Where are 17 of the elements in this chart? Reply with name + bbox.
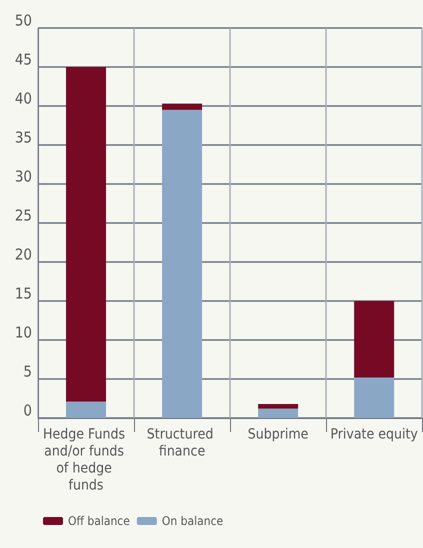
y-tick-label: 30 [14, 168, 32, 186]
legend-label: On balance [162, 514, 224, 528]
x-tick-label: Structured finance [146, 426, 218, 460]
y-tick-label: 10 [14, 324, 32, 342]
x-tick-label: Private equity [330, 426, 418, 442]
y-tick-label: 45 [14, 50, 32, 68]
y-tick-label: 40 [14, 90, 32, 108]
y-tick-label: 20 [14, 246, 32, 264]
x-tick-label: Hedge Funds and/or funds of hedge funds [43, 426, 130, 494]
y-tick-label: 5 [23, 362, 32, 380]
y-tick-label: 35 [14, 128, 32, 146]
legend-label: Off balance [68, 514, 130, 528]
y-tick-label: 0 [23, 402, 32, 420]
y-tick-label: 50 [14, 12, 32, 30]
y-tick-label: 15 [14, 284, 32, 302]
y-tick-label: 25 [14, 206, 32, 224]
x-tick-label: Subprime [248, 426, 309, 442]
